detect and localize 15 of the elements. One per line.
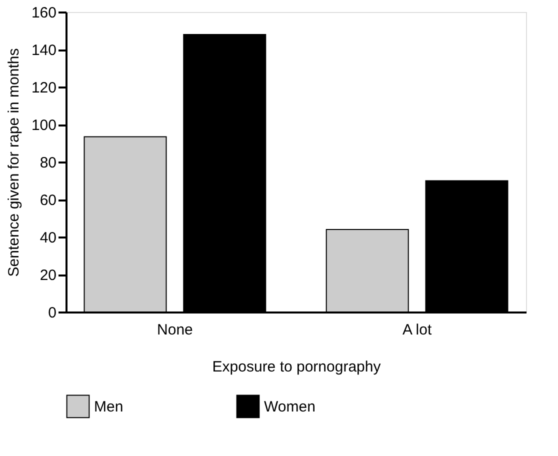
y-tick-label: 40 [40,230,56,246]
y-axis-title: Sentence given for rape in months [5,48,22,277]
y-tick-label: 20 [40,267,56,284]
x-tick-label: None [157,322,193,338]
y-tick-label: 100 [31,117,56,134]
y-tick-label: 60 [40,192,56,209]
legend-label: Women [264,398,316,416]
x-axis-title: Exposure to pornography [212,358,382,376]
y-tick-label: 120 [31,80,56,96]
x-tick-label: A lot [402,322,432,338]
y-tick-label: 140 [31,42,56,59]
y-tick-label: 0 [48,304,56,322]
y-tick-label: 160 [31,4,56,22]
y-tick-label: 80 [40,154,56,172]
legend-label: Men [94,398,124,416]
